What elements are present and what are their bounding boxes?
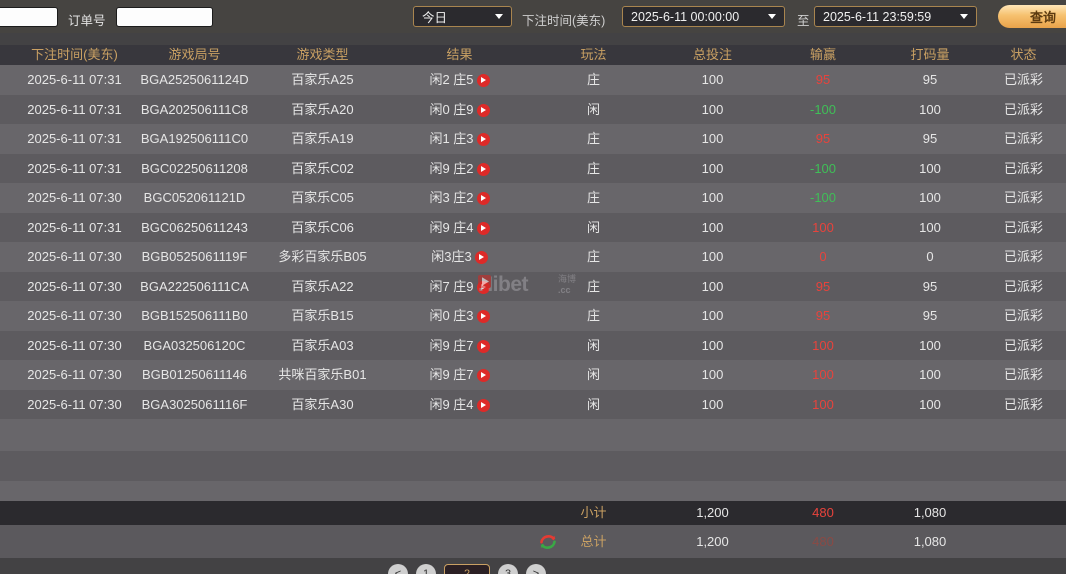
svg-text:海博: 海博 [558,273,576,284]
svg-text:.cc: .cc [558,285,571,295]
